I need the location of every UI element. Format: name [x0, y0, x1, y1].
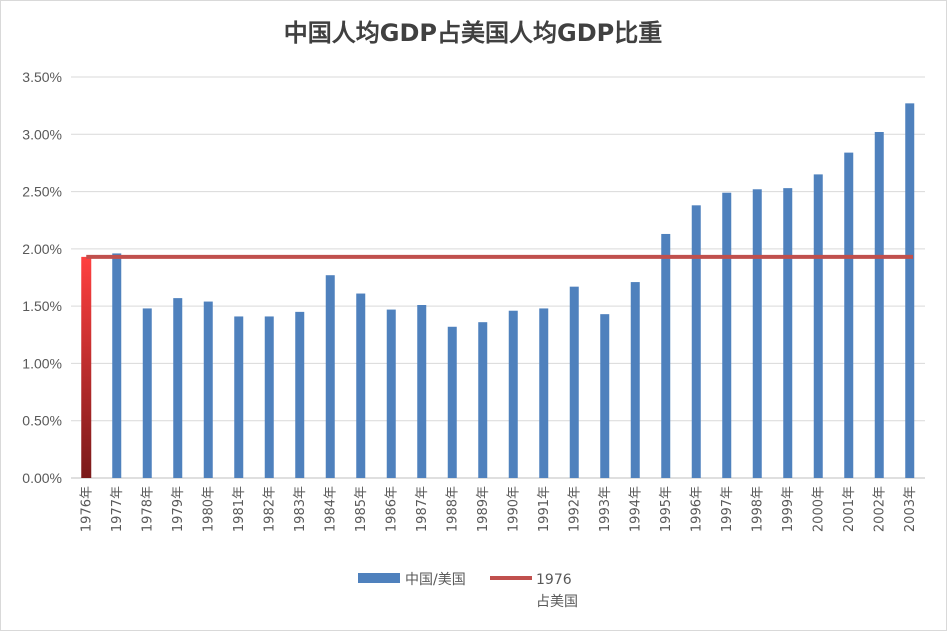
x-tick-label: 1989年	[476, 486, 491, 532]
bar	[844, 152, 854, 479]
x-tick-label: 1990年	[506, 486, 521, 532]
y-axis: 0.00% 0.50% 1.00% 1.50% 2.00% 2.50% 3.00% 3.50%	[22, 69, 62, 486]
bar	[264, 316, 274, 478]
x-tick-label: 1978年	[140, 486, 155, 532]
x-tick-label: 1985年	[354, 486, 369, 532]
bar	[569, 286, 579, 478]
x-tick-label: 2002年	[872, 486, 887, 532]
y-tick-label: 0.50%	[22, 413, 62, 429]
bar-series	[112, 103, 915, 479]
x-tick-label: 1994年	[628, 486, 643, 532]
bar	[356, 293, 366, 478]
x-tick-label: 2000年	[811, 486, 826, 532]
x-tick-label: 1997年	[720, 486, 735, 532]
y-tick-label: 3.00%	[22, 126, 62, 142]
x-axis: 1976年 1977年 1978年 1979年 1980年 1981年 1982年 1983年…	[79, 486, 918, 532]
bar	[783, 188, 793, 479]
y-tick-label: 1.50%	[22, 298, 62, 314]
x-tick-label: 1992年	[567, 486, 582, 532]
x-tick-label: 1987年	[415, 486, 430, 532]
x-tick-label: 1982年	[262, 486, 277, 532]
legend-swatch-bar	[358, 573, 400, 583]
y-tick-label: 2.50%	[22, 184, 62, 200]
reference-line-series	[81, 254, 913, 478]
x-tick-label: 1977年	[110, 486, 125, 532]
bar	[142, 308, 152, 478]
x-tick-label: 1991年	[537, 486, 552, 532]
bar	[630, 282, 640, 478]
x-tick-label: 1986年	[384, 486, 399, 532]
bar	[417, 304, 427, 478]
bar	[905, 103, 915, 478]
chart-title: 中国人均GDP占美国人均GDP比重	[284, 19, 662, 47]
gridlines	[71, 76, 925, 479]
x-tick-label: 1983年	[293, 486, 308, 532]
y-tick-label: 3.50%	[22, 69, 62, 85]
bar	[691, 205, 701, 478]
bar	[173, 298, 183, 478]
x-tick-label: 1979年	[171, 486, 186, 532]
bar	[722, 192, 732, 478]
x-tick-label: 2003年	[903, 486, 918, 532]
bar	[325, 275, 335, 478]
bar	[661, 233, 671, 478]
x-tick-label: 1981年	[232, 486, 247, 532]
legend-label-line-1: 1976	[536, 572, 572, 588]
bar	[539, 308, 549, 478]
bar	[234, 316, 244, 478]
bar	[386, 309, 396, 478]
bar	[752, 189, 762, 478]
legend-label-bar: 中国/美国	[405, 572, 466, 588]
bar	[112, 253, 122, 478]
legend-label-line-2: 占美国	[536, 594, 578, 610]
bar	[508, 310, 518, 478]
x-tick-label: 1988年	[445, 486, 460, 532]
y-tick-label: 1.00%	[22, 355, 62, 371]
bar	[478, 322, 488, 478]
bar	[813, 174, 823, 478]
reference-marker-bar	[81, 256, 92, 478]
x-tick-label: 1996年	[689, 486, 704, 532]
x-tick-label: 1993年	[598, 486, 613, 532]
bar	[447, 326, 457, 478]
x-tick-label: 1995年	[659, 486, 674, 532]
y-tick-label: 0.00%	[22, 470, 62, 486]
bar	[203, 301, 213, 478]
bar	[874, 131, 884, 478]
x-tick-label: 1998年	[750, 486, 765, 532]
x-tick-label: 2001年	[842, 486, 857, 532]
x-tick-label: 1980年	[201, 486, 216, 532]
bar	[600, 314, 610, 478]
y-tick-label: 2.00%	[22, 241, 62, 257]
legend: 中国/美国 1976 占美国	[358, 572, 578, 610]
bar	[295, 311, 305, 478]
x-tick-label: 1976年	[79, 486, 94, 532]
x-tick-label: 1984年	[323, 486, 338, 532]
x-tick-label: 1999年	[781, 486, 796, 532]
